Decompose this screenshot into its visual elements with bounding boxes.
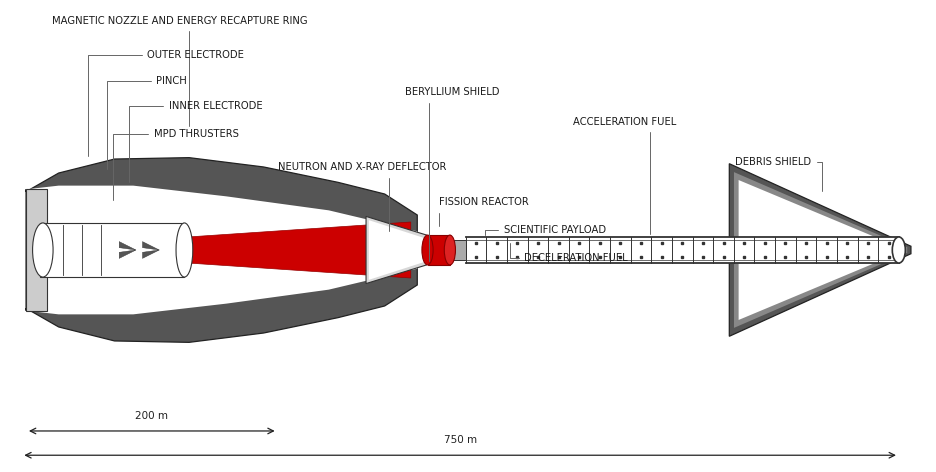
Polygon shape	[26, 189, 47, 311]
Polygon shape	[733, 172, 906, 328]
Polygon shape	[366, 216, 426, 284]
Ellipse shape	[891, 237, 904, 263]
Text: 200 m: 200 m	[135, 411, 168, 421]
Text: INNER ELECTRODE: INNER ELECTRODE	[128, 101, 262, 182]
Polygon shape	[147, 222, 410, 278]
Text: MAGNETIC NOZZLE AND ENERGY RECAPTURE RING: MAGNETIC NOZZLE AND ENERGY RECAPTURE RIN…	[51, 16, 307, 126]
Text: OUTER ELECTRODE: OUTER ELECTRODE	[88, 50, 243, 156]
Polygon shape	[40, 223, 184, 277]
Polygon shape	[119, 242, 136, 250]
Text: MPD THRUSTERS: MPD THRUSTERS	[112, 129, 239, 200]
Text: 750 m: 750 m	[443, 435, 476, 445]
Polygon shape	[448, 240, 465, 260]
Polygon shape	[738, 180, 900, 320]
Text: SCIENTIFIC PAYLOAD: SCIENTIFIC PAYLOAD	[485, 226, 606, 236]
Ellipse shape	[421, 235, 432, 265]
Text: BERYLLIUM SHIELD: BERYLLIUM SHIELD	[404, 87, 499, 261]
Polygon shape	[142, 242, 159, 250]
Text: PINCH: PINCH	[107, 76, 187, 169]
Polygon shape	[119, 250, 136, 258]
Ellipse shape	[444, 235, 455, 265]
Text: DEBRIS SHIELD: DEBRIS SHIELD	[734, 157, 822, 191]
Ellipse shape	[176, 223, 193, 277]
Text: NEUTRON AND X-RAY DEFLECTOR: NEUTRON AND X-RAY DEFLECTOR	[277, 162, 446, 231]
Ellipse shape	[33, 223, 53, 277]
Polygon shape	[26, 185, 417, 314]
Polygon shape	[427, 235, 449, 265]
Text: FISSION REACTOR: FISSION REACTOR	[438, 197, 528, 226]
Polygon shape	[369, 220, 423, 280]
Polygon shape	[728, 164, 910, 336]
Polygon shape	[142, 250, 159, 258]
Text: ACCELERATION FUEL: ACCELERATION FUEL	[572, 117, 676, 234]
Text: DECELERATION FUEL: DECELERATION FUEL	[510, 244, 627, 263]
Bar	[465, 237, 898, 263]
Polygon shape	[26, 158, 417, 342]
